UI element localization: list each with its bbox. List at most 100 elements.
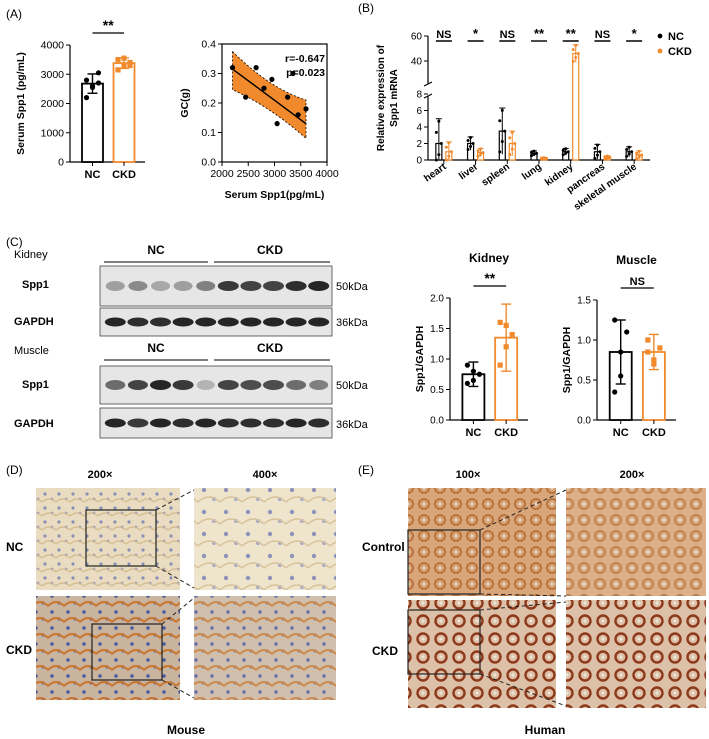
data-point [627, 152, 631, 156]
band [195, 418, 217, 428]
micrograph-ckd-200 [36, 596, 180, 700]
mw-36-label: 36kDa [336, 317, 369, 329]
mag-400-label: 400× [253, 469, 278, 481]
data-point [635, 157, 639, 161]
y-tick-label: 8 [416, 90, 422, 101]
x-tick-label: spleen [480, 161, 512, 188]
data-point [121, 62, 127, 69]
data-point [470, 368, 476, 374]
legend-marker-ckd [657, 48, 663, 54]
data-point [437, 119, 441, 123]
data-point [530, 150, 533, 154]
data-point [637, 155, 641, 159]
data-point [503, 129, 507, 133]
confidence-band [232, 50, 307, 140]
data-point [510, 130, 514, 134]
data-point [464, 362, 470, 368]
data-point [540, 156, 543, 160]
zoom-line [479, 489, 567, 531]
micrograph-nc-200 [36, 488, 180, 590]
data-point [295, 112, 301, 118]
bar [112, 62, 136, 163]
data-point [434, 130, 438, 134]
significance-label: * [632, 26, 638, 41]
y-tick-label: 1.0 [577, 336, 591, 347]
data-point [95, 80, 102, 86]
mag-200-label: 200× [88, 469, 113, 481]
band [150, 380, 171, 390]
y-axis-label: Spp1/GAPDH [414, 326, 426, 393]
data-point [497, 362, 503, 368]
data-point [95, 70, 102, 76]
data-point [83, 77, 90, 83]
panel-label-b: (B) [358, 1, 374, 15]
western-blot-kidney: Kidney NC CKD Spp1 GAPDH 50kDa 36kDa [14, 243, 369, 337]
data-point [481, 151, 485, 155]
data-point [510, 147, 514, 151]
x-tick-label: 2000 [210, 168, 234, 180]
data-point [434, 158, 438, 162]
data-point [115, 67, 121, 73]
data-point [605, 154, 609, 158]
row-ckd-label: CKD [6, 643, 32, 657]
data-point [530, 154, 533, 158]
data-point [469, 136, 473, 140]
x-tick-label: NC [85, 169, 101, 181]
data-point [624, 329, 630, 335]
y-tick-label: 0.0 [201, 157, 216, 169]
data-point [627, 145, 631, 149]
significance-label: NS [436, 29, 451, 41]
mag-200-label: 200× [620, 469, 645, 481]
significance-label: ** [484, 270, 495, 286]
y-tick-label: 0.2 [201, 98, 216, 110]
y-tick-label: 0.0 [430, 416, 444, 427]
y-tick-label: 60 [411, 32, 423, 43]
data-point [618, 373, 624, 379]
data-point [471, 142, 475, 145]
data-point [535, 151, 538, 155]
y-axis-label: GC(g) [179, 88, 191, 117]
mw-36-label: 36kDa [336, 419, 369, 431]
data-point [645, 349, 651, 355]
y-axis-label: Spp1/GAPDH [561, 327, 573, 394]
y-tick-label: 1.5 [430, 324, 444, 335]
data-point [508, 136, 512, 140]
band [285, 317, 307, 327]
y-axis-label: Relative expression of [376, 44, 387, 151]
legend-marker-nc [657, 33, 663, 39]
data-point [290, 70, 296, 77]
mw-50-label: 50kDa [336, 380, 369, 392]
data-point [603, 155, 607, 159]
data-point [476, 149, 480, 153]
band [127, 418, 149, 428]
band [217, 418, 239, 428]
data-point [635, 151, 639, 155]
micrograph-nc-400 [194, 488, 336, 590]
data-point [115, 57, 121, 63]
band [127, 317, 149, 327]
x-tick-label: CKD [642, 427, 666, 439]
zoom-line [155, 489, 195, 511]
band [217, 380, 239, 390]
band [285, 418, 307, 428]
data-point [561, 148, 565, 152]
x-tick-label: 4000 [315, 168, 339, 180]
significance-label: ** [566, 26, 577, 41]
data-point [503, 344, 509, 350]
y-axis-label: Spp1 mRNA [389, 69, 400, 127]
band [150, 317, 171, 327]
zoom-line [479, 601, 567, 611]
caption-human: Human [525, 723, 566, 737]
data-point [608, 156, 612, 160]
x-tick-label: 3000 [263, 168, 287, 180]
data-point [603, 157, 607, 161]
y-tick-label: 0 [416, 156, 422, 167]
zoom-line [161, 679, 195, 699]
data-point [618, 349, 624, 355]
micrograph-ckd-100 [408, 600, 556, 708]
band [105, 380, 126, 390]
data-point [469, 144, 473, 148]
data-point [285, 94, 291, 100]
data-point [598, 150, 602, 154]
